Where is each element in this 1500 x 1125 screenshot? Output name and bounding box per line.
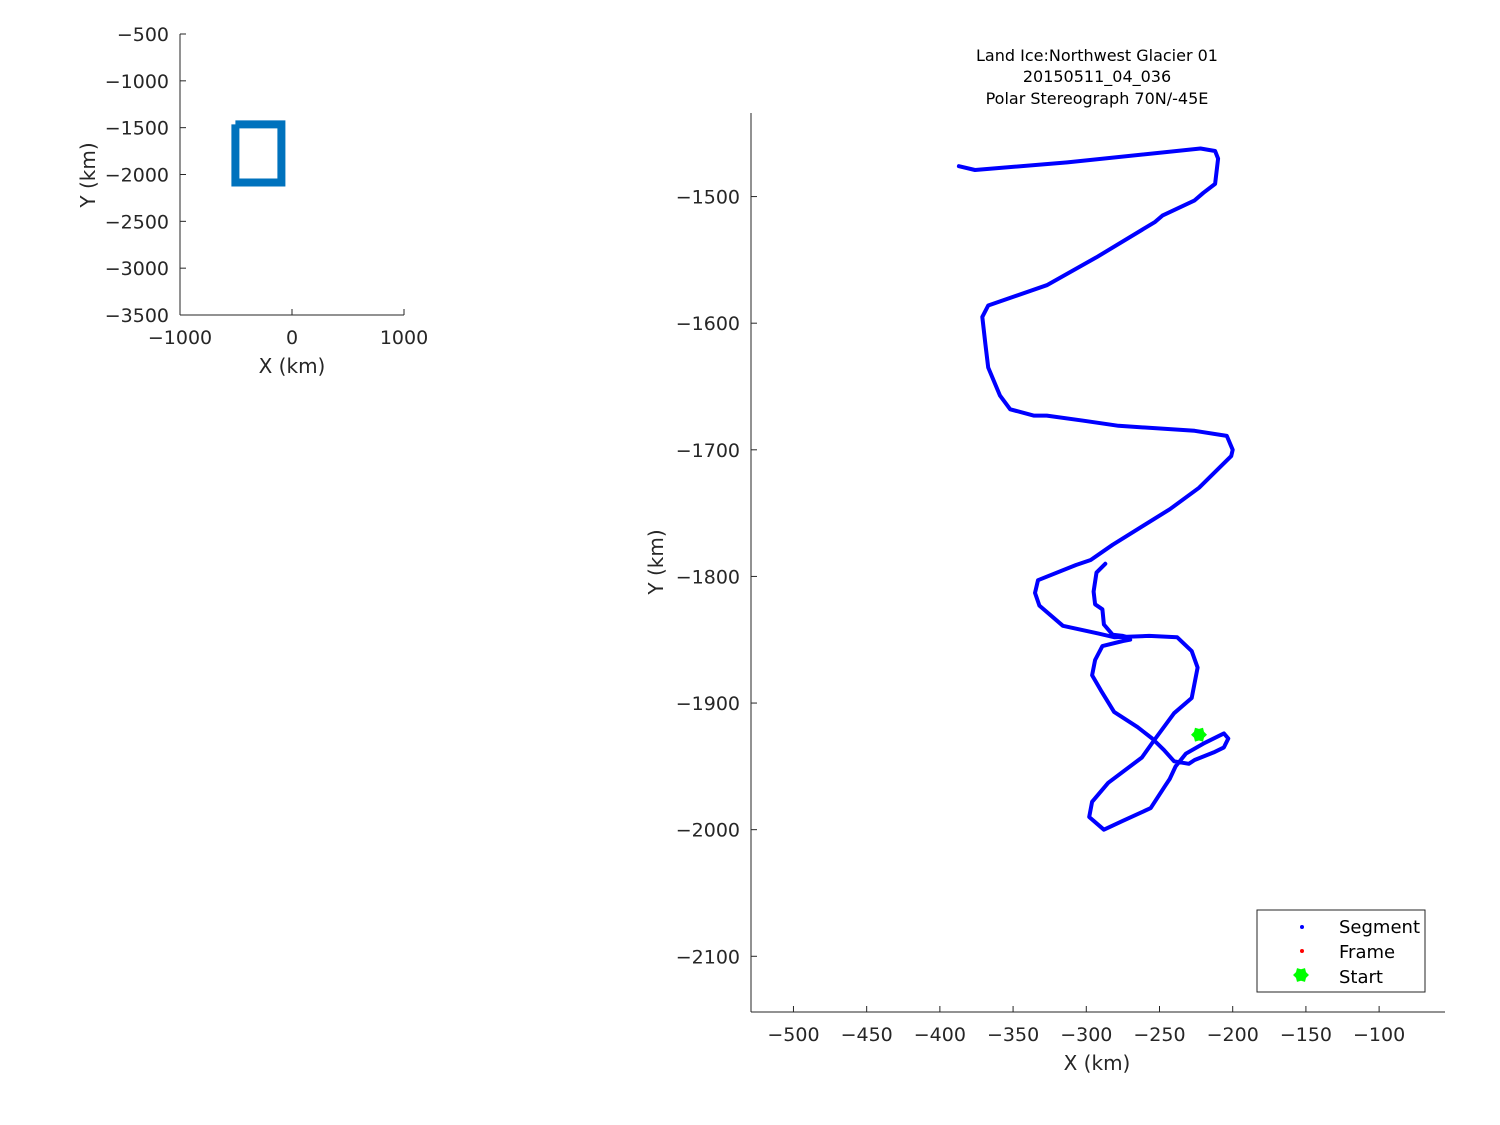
main-x-tick-label: −500 xyxy=(767,1024,819,1046)
overview-ticks: −1000 0 1000 −500 −1000 −1500 −2000 −2500 −3000 −… xyxy=(105,24,428,349)
legend-start-marker xyxy=(1293,968,1309,982)
overview-y-tick-label: −3500 xyxy=(105,305,169,327)
main-y-tick-label: −1700 xyxy=(676,440,740,462)
overview-extent-outline xyxy=(231,120,286,187)
chart-title-line-3: Polar Stereograph 70N/-45E xyxy=(986,89,1209,108)
overview-y-tick-label: −2500 xyxy=(105,211,169,233)
legend-segment-label: Segment xyxy=(1339,917,1420,938)
main-x-tick-label: −350 xyxy=(987,1024,1039,1046)
main-x-axis-label: X (km) xyxy=(1064,1051,1131,1075)
main-x-tick-label: −100 xyxy=(1353,1024,1405,1046)
main-x-tick-label: −150 xyxy=(1280,1024,1332,1046)
legend-start-star xyxy=(1293,968,1309,982)
main-x-tick-label: −250 xyxy=(1133,1024,1185,1046)
main-x-tick-label: −450 xyxy=(841,1024,893,1046)
main-x-tick-label: −300 xyxy=(1060,1024,1112,1046)
legend-frame-marker xyxy=(1300,949,1304,953)
main-y-tick-label: −1500 xyxy=(676,187,740,209)
overview-x-axis-label: X (km) xyxy=(259,354,326,378)
legend-frame-label: Frame xyxy=(1339,942,1395,963)
chart-title-line-1: Land Ice:Northwest Glacier 01 xyxy=(976,46,1218,65)
overview-y-tick-label: −1000 xyxy=(105,71,169,93)
legend: Segment Frame Start xyxy=(1256,909,1426,993)
overview-y-tick-label: −1500 xyxy=(105,118,169,140)
overview-x-tick-label: 0 xyxy=(286,327,298,349)
segment-track-line xyxy=(956,146,1235,832)
flightline-axes: Land Ice:Northwest Glacier 01 20150511_0… xyxy=(644,46,1445,1075)
overview-marks xyxy=(231,120,286,187)
legend-segment-marker xyxy=(1300,925,1304,929)
legend-box xyxy=(1256,909,1426,993)
main-y-tick-label: −2100 xyxy=(676,946,740,968)
overview-x-tick-label: 1000 xyxy=(380,327,428,349)
overview-axes: −1000 0 1000 −500 −1000 −1500 −2000 −2500 −3000 −… xyxy=(76,24,428,378)
overview-x-tick-label: −1000 xyxy=(148,327,212,349)
overview-y-tick-label: −500 xyxy=(117,24,169,46)
main-y-tick-label: −2000 xyxy=(676,820,740,842)
main-y-tick-label: −1900 xyxy=(676,693,740,715)
main-x-tick-label: −200 xyxy=(1207,1024,1259,1046)
main-y-tick-label: −1800 xyxy=(676,566,740,588)
overview-y-axis-label: Y (km) xyxy=(76,142,100,208)
overview-y-tick-label: −2000 xyxy=(105,165,169,187)
legend-start-label: Start xyxy=(1339,967,1383,988)
chart-title-line-2: 20150511_04_036 xyxy=(1023,67,1171,87)
main-marks xyxy=(956,146,1235,832)
main-y-axis-label: Y (km) xyxy=(644,529,668,595)
overview-y-tick-label: −3000 xyxy=(105,258,169,280)
main-x-tick-label: −400 xyxy=(914,1024,966,1046)
main-ticks: −500 −450 −400 −350 −300 −250 −200 −150 −100 −150… xyxy=(676,187,1405,1046)
start-marker xyxy=(1191,727,1207,742)
main-y-tick-label: −1600 xyxy=(676,313,740,335)
